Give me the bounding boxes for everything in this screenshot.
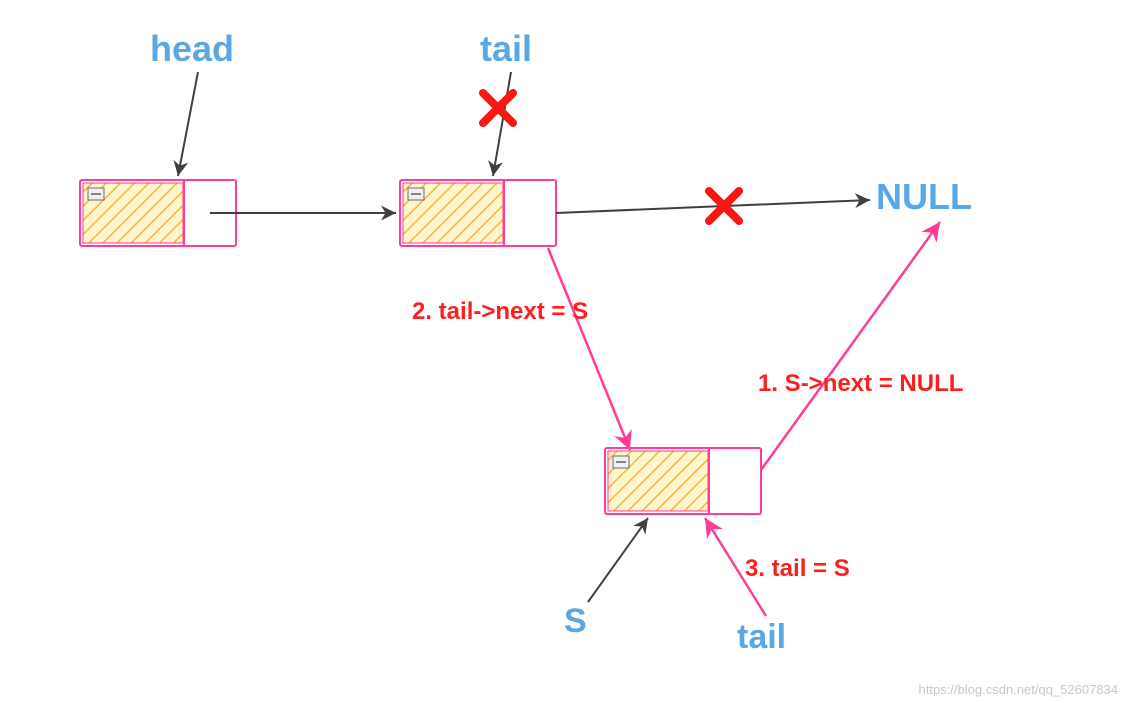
collapse-icon bbox=[408, 188, 424, 200]
collapse-icon bbox=[613, 456, 629, 468]
arrow bbox=[556, 200, 870, 213]
label-step3: 3. tail = S bbox=[745, 555, 850, 583]
watermark-text: https://blog.csdn.net/qq_52607834 bbox=[919, 682, 1119, 697]
arrow bbox=[761, 222, 940, 470]
arrow bbox=[588, 518, 648, 602]
label-head: head bbox=[150, 28, 234, 70]
arrow bbox=[548, 248, 630, 450]
label-step2: 2. tail->next = S bbox=[412, 298, 588, 326]
label-S: S bbox=[564, 602, 587, 641]
collapse-icon bbox=[88, 188, 104, 200]
diagram-canvas bbox=[0, 0, 1126, 703]
list-node bbox=[605, 448, 761, 514]
label-tail: tail bbox=[480, 28, 532, 70]
arrow bbox=[178, 72, 198, 176]
cross-icon bbox=[483, 93, 513, 123]
label-step1: 1. S->next = NULL bbox=[758, 370, 963, 398]
label-tail2: tail bbox=[737, 618, 786, 657]
arrow bbox=[493, 72, 511, 176]
list-node bbox=[400, 180, 556, 246]
label-null: NULL bbox=[876, 176, 972, 218]
